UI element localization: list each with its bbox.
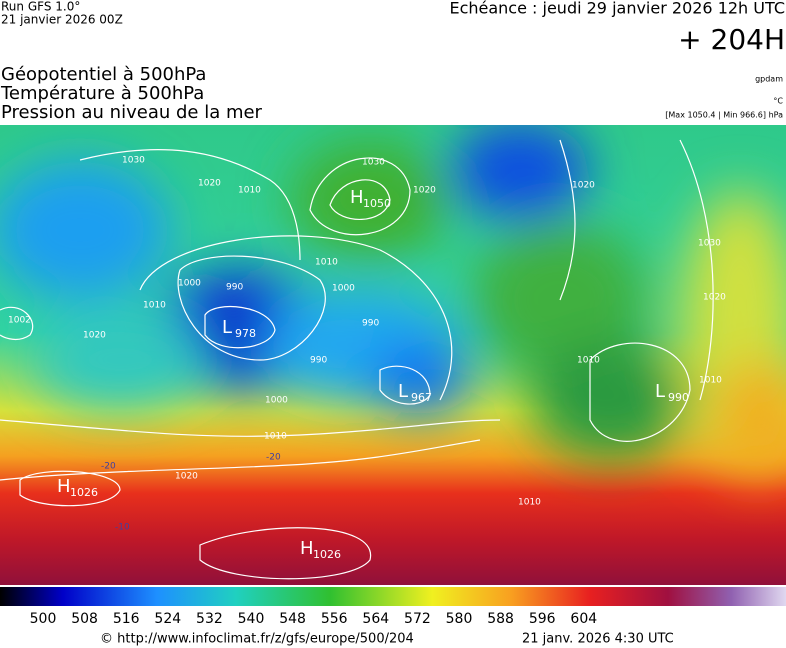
pressure-center-type: H xyxy=(57,476,71,497)
colorbar-label: 596 xyxy=(529,611,556,627)
field-label: Température à 500hPa xyxy=(0,83,204,104)
isobar-label: 1010 xyxy=(143,301,166,311)
isotherm-label: -20 xyxy=(266,453,281,463)
render-time: 21 janv. 2026 4:30 UTC xyxy=(522,632,674,647)
isobar-label: 1002 xyxy=(8,316,31,326)
colorbar-label: 580 xyxy=(446,611,473,627)
isobar-label: 1020 xyxy=(175,472,198,482)
field-label: Géopotentiel à 500hPa xyxy=(1,64,206,85)
colorbar-label: 556 xyxy=(321,611,348,627)
pressure-center-value: 1026 xyxy=(313,548,341,561)
temperature-field xyxy=(0,125,786,585)
valid-time: Echéance : jeudi 29 janvier 2026 12h UTC xyxy=(449,0,785,18)
pressure-center-type: L xyxy=(655,381,665,402)
run-date: 21 janvier 2026 00Z xyxy=(1,13,123,27)
colorbar xyxy=(0,587,786,606)
isobar-label: 1000 xyxy=(332,284,355,294)
unit-label: °C xyxy=(773,97,783,106)
isotherm-label: -20 xyxy=(101,462,116,472)
isobar-label: 990 xyxy=(310,356,327,366)
isobar-label: 1020 xyxy=(572,181,595,191)
pressure-center-value: 1026 xyxy=(70,486,98,499)
isobar-label: 1030 xyxy=(698,239,721,249)
unit-label: [Max 1050.4 | Min 966.6] hPa xyxy=(665,111,783,120)
isobar-label: 1010 xyxy=(264,432,287,442)
isobar-label: 1010 xyxy=(518,498,541,508)
colorbar-label: 588 xyxy=(487,611,514,627)
pressure-center-value: 978 xyxy=(235,327,256,340)
colorbar-label: 500 xyxy=(30,611,57,627)
pressure-center-type: L xyxy=(222,317,232,338)
lead-time: + 204H xyxy=(678,23,785,56)
isotherm-label: -10 xyxy=(115,523,130,533)
isobar-label: 990 xyxy=(362,319,379,329)
pressure-center-value: 1050 xyxy=(363,197,391,210)
colorbar-label: 572 xyxy=(404,611,431,627)
isobar-label: 1020 xyxy=(703,293,726,303)
colorbar-label: 532 xyxy=(196,611,223,627)
colorbar-label: 564 xyxy=(362,611,389,627)
isobar-label: 1020 xyxy=(413,186,436,196)
isobars xyxy=(0,139,714,580)
isobar-label: 1010 xyxy=(315,258,338,268)
isobar-label: 1010 xyxy=(577,356,600,366)
colorbar-label: 604 xyxy=(570,611,597,627)
unit-label: gpdam xyxy=(755,75,783,84)
isobar-label: 990 xyxy=(226,283,243,293)
pressure-center-type: L xyxy=(398,381,408,402)
pressure-center-type: H xyxy=(350,187,364,208)
field-label: Pression au niveau de la mer xyxy=(1,102,263,123)
pressure-center-value: 990 xyxy=(668,391,689,404)
colorbar-label: 524 xyxy=(154,611,181,627)
run-label: Run GFS 1.0° xyxy=(1,0,80,14)
colorbar-label: 508 xyxy=(71,611,98,627)
colorbar-label: 540 xyxy=(238,611,265,627)
isobar-label: 1020 xyxy=(83,331,106,341)
isobar-label: 1020 xyxy=(198,179,221,189)
isobar-label: 1010 xyxy=(238,186,261,196)
pressure-center-value: 967 xyxy=(411,391,432,404)
source-link: © http://www.infoclimat.fr/z/gfs/europe/… xyxy=(100,632,414,647)
colorbar-label: 516 xyxy=(113,611,140,627)
pressure-center-type: H xyxy=(300,538,314,559)
colorbar-label: 548 xyxy=(279,611,306,627)
isobar-label: 1000 xyxy=(178,279,201,289)
isobar-label: 1030 xyxy=(362,158,385,168)
isobar-label: 1010 xyxy=(699,376,722,386)
isobar-label: 1030 xyxy=(122,156,145,166)
isobar-label: 1000 xyxy=(265,396,288,406)
